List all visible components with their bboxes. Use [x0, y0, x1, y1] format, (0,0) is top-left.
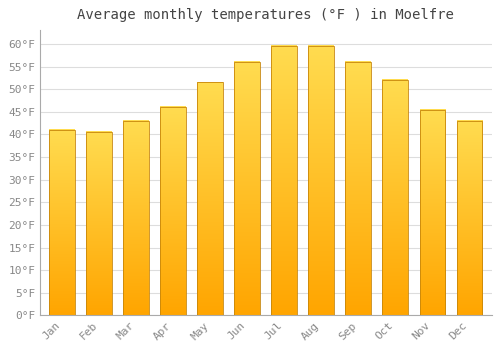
Bar — [382, 80, 408, 315]
Bar — [272, 46, 297, 315]
Bar — [456, 121, 482, 315]
Bar — [346, 62, 372, 315]
Bar — [308, 46, 334, 315]
Bar — [420, 110, 446, 315]
Bar — [234, 62, 260, 315]
Title: Average monthly temperatures (°F ) in Moelfre: Average monthly temperatures (°F ) in Mo… — [78, 8, 454, 22]
Bar — [124, 121, 150, 315]
Bar — [160, 107, 186, 315]
Bar — [198, 83, 224, 315]
Bar — [50, 130, 76, 315]
Bar — [86, 132, 113, 315]
